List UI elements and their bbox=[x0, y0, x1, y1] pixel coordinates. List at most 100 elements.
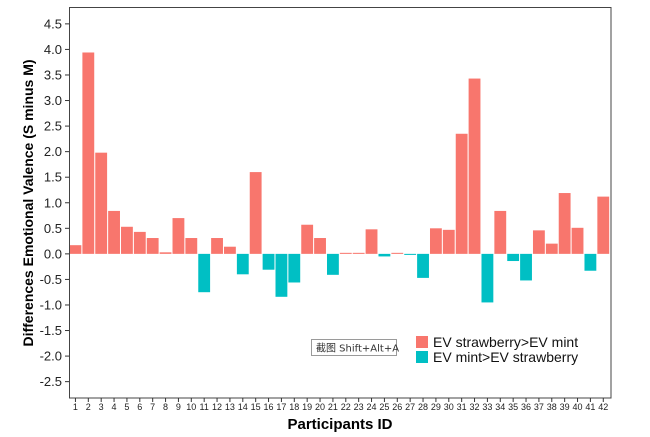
x-tick-label: 30 bbox=[444, 402, 454, 412]
legend-label-mint: EV mint>EV strawberry bbox=[433, 349, 578, 365]
bar-participant-11 bbox=[198, 253, 211, 293]
bar-participant-20 bbox=[314, 238, 326, 254]
x-tick-label: 22 bbox=[341, 402, 351, 412]
bar-participant-16 bbox=[262, 253, 275, 270]
y-tick-label: 4.0 bbox=[44, 42, 62, 57]
x-tick-label: 32 bbox=[470, 402, 480, 412]
bar-participant-6 bbox=[133, 231, 146, 254]
y-tick-label: 2.5 bbox=[44, 119, 62, 134]
x-tick-label: 29 bbox=[431, 402, 441, 412]
bar-participant-21 bbox=[327, 253, 339, 275]
x-axis-title: Participants ID bbox=[287, 416, 392, 433]
y-tick-label: 3.5 bbox=[44, 67, 62, 82]
x-tick-label: 28 bbox=[418, 402, 428, 412]
y-axis-title: Differences Emotional Valence (S minus M… bbox=[20, 59, 36, 346]
bar-participant-33 bbox=[481, 253, 494, 303]
x-tick-label: 10 bbox=[186, 402, 196, 412]
bar-participant-22 bbox=[339, 252, 352, 254]
legend-label-strawberry: EV strawberry>EV mint bbox=[433, 334, 578, 350]
x-tick-label: 11 bbox=[200, 402, 209, 412]
y-tick-label: 4.5 bbox=[44, 16, 62, 31]
bar-participant-42 bbox=[597, 196, 610, 254]
x-tick-label: 34 bbox=[495, 402, 505, 412]
x-tick-label: 35 bbox=[508, 402, 518, 412]
x-tick-label: 42 bbox=[598, 402, 608, 412]
bar-participant-37 bbox=[532, 230, 545, 254]
x-tick-label: 15 bbox=[251, 402, 261, 412]
x-tick-label: 26 bbox=[392, 402, 402, 412]
x-tick-label: 4 bbox=[112, 402, 117, 412]
x-tick-label: 38 bbox=[547, 402, 557, 412]
x-tick-label: 16 bbox=[264, 402, 274, 412]
x-tick-label: 17 bbox=[276, 402, 286, 412]
screenshot-tooltip-text: 截图 Shift+Alt+A bbox=[316, 342, 399, 355]
x-tick-label: 24 bbox=[367, 402, 377, 412]
bar-participant-13 bbox=[224, 246, 236, 254]
bar-participant-5 bbox=[121, 226, 133, 254]
bar-participant-17 bbox=[275, 253, 288, 297]
y-axis: 4.5 4.0 3.5 3.0 2.5 2.0 1.5 1.0 0.5 0.0 -0.5 -1.0 -1… bbox=[40, 16, 69, 389]
bar-participant-41 bbox=[584, 253, 597, 271]
bar-participant-4 bbox=[108, 210, 120, 254]
bar-participant-31 bbox=[455, 133, 468, 254]
x-tick-label: 1 bbox=[73, 402, 78, 412]
legend: EV strawberry>EV mint EV mint>EV strawbe… bbox=[416, 334, 578, 365]
x-tick-label: 2 bbox=[86, 402, 91, 412]
x-tick-label: 3 bbox=[99, 402, 104, 412]
x-tick-label: 41 bbox=[585, 402, 595, 412]
bar-participant-29 bbox=[429, 228, 442, 254]
y-tick-label: 2.0 bbox=[44, 144, 62, 159]
x-tick-label: 31 bbox=[457, 402, 467, 412]
bar-participant-12 bbox=[211, 238, 223, 254]
bar-participant-2 bbox=[82, 52, 95, 254]
bar-participant-18 bbox=[288, 253, 301, 283]
y-tick-label: 1.0 bbox=[44, 195, 62, 210]
x-tick-label: 21 bbox=[328, 402, 338, 412]
bar-participant-14 bbox=[236, 253, 249, 275]
x-tick-label: 37 bbox=[534, 402, 544, 412]
y-tick-label: -2.0 bbox=[40, 349, 62, 364]
bar-participant-10 bbox=[185, 238, 198, 254]
bar-participant-25 bbox=[378, 253, 391, 257]
x-tick-label: 25 bbox=[379, 402, 389, 412]
x-tick-label: 5 bbox=[124, 402, 129, 412]
bar-participant-30 bbox=[442, 229, 455, 254]
plot-frame bbox=[69, 7, 612, 399]
bar-participant-23 bbox=[352, 252, 365, 254]
x-tick-label: 13 bbox=[225, 402, 235, 412]
bar-participant-9 bbox=[172, 218, 185, 254]
bar-participant-27 bbox=[404, 253, 417, 255]
bar-participant-40 bbox=[571, 227, 584, 254]
screenshot-tooltip: 截图 Shift+Alt+A bbox=[311, 339, 399, 356]
bar-participant-1 bbox=[69, 245, 82, 254]
x-tick-label: 36 bbox=[521, 402, 531, 412]
y-tick-label: -1.5 bbox=[40, 323, 62, 338]
bar-participant-19 bbox=[301, 224, 314, 254]
bar-participant-39 bbox=[558, 193, 571, 254]
x-tick-label: 40 bbox=[573, 402, 583, 412]
legend-swatch-mint bbox=[416, 351, 428, 363]
legend-swatch-strawberry bbox=[416, 336, 428, 348]
x-tick-label: 33 bbox=[482, 402, 492, 412]
y-tick-label: 3.0 bbox=[44, 93, 62, 108]
x-tick-label: 23 bbox=[354, 402, 364, 412]
y-tick-label: 0.5 bbox=[44, 221, 62, 236]
y-tick-label: 1.5 bbox=[44, 170, 62, 185]
bars-layer bbox=[69, 52, 610, 303]
x-tick-label: 12 bbox=[212, 402, 222, 412]
bar-participant-24 bbox=[365, 229, 378, 254]
x-tick-label: 20 bbox=[315, 402, 325, 412]
x-tick-label: 39 bbox=[560, 402, 570, 412]
bar-participant-7 bbox=[146, 238, 159, 254]
x-tick-label: 27 bbox=[405, 402, 415, 412]
bar-participant-8 bbox=[159, 252, 172, 254]
bar-participant-15 bbox=[249, 172, 262, 254]
x-tick-label: 18 bbox=[289, 402, 299, 412]
y-tick-label: -1.0 bbox=[40, 297, 62, 312]
x-tick-label: 7 bbox=[150, 402, 155, 412]
x-axis: 1 2 3 4 5 6 7 8 9 10 11 12 13 14 15 16 17 18 19 20 21 22 23 24 2… bbox=[73, 398, 608, 412]
y-tick-label: -2.5 bbox=[40, 374, 62, 389]
x-tick-label: 8 bbox=[163, 402, 168, 412]
bar-participant-38 bbox=[545, 243, 558, 254]
